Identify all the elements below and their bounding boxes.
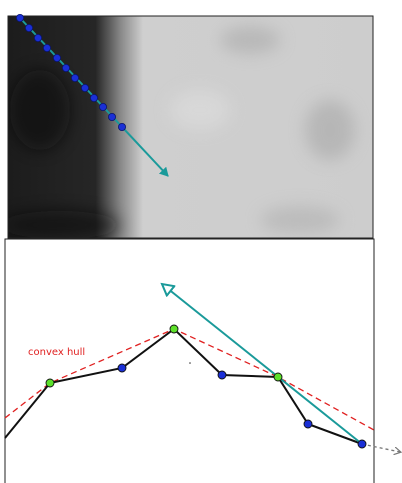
dot [189, 362, 191, 364]
diagram: convex hull [0, 0, 402, 483]
direction-arrow [162, 284, 362, 444]
page: convex hull (() => { const data = JSON.p… [0, 0, 402, 483]
profile-frame [5, 239, 374, 483]
image-panel [0, 16, 373, 239]
continuation-arrow [362, 444, 400, 452]
hull-label: convex hull [28, 347, 85, 358]
profile-points [46, 325, 366, 448]
